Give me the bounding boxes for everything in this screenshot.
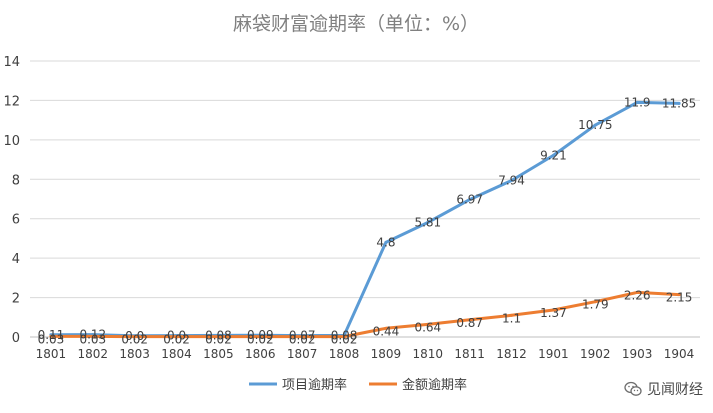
- series-1-point: [426, 220, 430, 224]
- data-label: 0.64: [414, 320, 441, 334]
- data-label: 0.0: [167, 329, 186, 343]
- data-label: 0.02: [247, 333, 274, 347]
- data-label: 6.97: [456, 193, 483, 207]
- watermark: 见闻财经: [624, 379, 703, 399]
- legend-label-1: 项目逾期率: [282, 377, 347, 393]
- data-label: 1.37: [540, 306, 567, 320]
- series-2-point: [175, 335, 179, 339]
- x-tick-label: 1809: [371, 347, 402, 361]
- series-1-point: [551, 153, 555, 157]
- data-label: 0.07: [289, 329, 316, 343]
- data-label: 0.12: [79, 328, 106, 342]
- x-tick-label: 1812: [496, 347, 527, 361]
- data-label: 0.87: [456, 316, 483, 330]
- y-tick-label: 12: [3, 94, 20, 109]
- data-label: 1.79: [582, 298, 609, 312]
- data-label: 0.02: [121, 333, 148, 347]
- data-label: 2.26: [624, 288, 651, 302]
- y-tick-label: 0: [12, 331, 20, 346]
- legend-label-2: 金额逾期率: [402, 377, 467, 393]
- series-1-point: [468, 198, 472, 202]
- series-2-point: [384, 326, 388, 330]
- data-label: 0.44: [373, 324, 400, 338]
- x-tick-label: 1806: [245, 347, 276, 361]
- x-tick-label: 1901: [538, 347, 569, 361]
- series-2-point: [216, 335, 220, 339]
- x-tick-label: 1801: [36, 347, 67, 361]
- data-label: 11.9: [624, 95, 651, 109]
- data-label: 2.15: [666, 291, 693, 305]
- data-label: 0.02: [289, 333, 316, 347]
- watermark-text: 见闻财经: [647, 382, 703, 398]
- data-label: 10.75: [578, 118, 612, 132]
- series-1-point: [510, 178, 514, 182]
- data-label: 1.1: [502, 311, 521, 325]
- y-tick-label: 2: [12, 292, 20, 307]
- data-label: 7.94: [498, 173, 525, 187]
- data-label: 0.02: [163, 333, 190, 347]
- series-2-point: [426, 322, 430, 326]
- data-label: 9.21: [540, 148, 567, 162]
- data-label: 5.81: [414, 215, 441, 229]
- data-label: 0.08: [205, 328, 232, 342]
- series-1-point: [677, 101, 681, 105]
- y-tick-label: 6: [12, 213, 20, 228]
- y-tick-label: 14: [3, 55, 20, 70]
- series-2-point: [635, 290, 639, 294]
- series-1-point: [593, 123, 597, 127]
- data-label: 4.8: [376, 235, 395, 249]
- x-tick-label: 1804: [161, 347, 192, 361]
- series-2-point: [258, 335, 262, 339]
- x-tick-label: 1807: [287, 347, 318, 361]
- series-2-point: [468, 318, 472, 322]
- x-tick-label: 1904: [664, 347, 695, 361]
- data-label: 0.0: [125, 329, 144, 343]
- x-tick-label: 1802: [78, 347, 109, 361]
- data-label: 0.02: [331, 333, 358, 347]
- x-tick-label: 1808: [329, 347, 360, 361]
- series-2-point: [510, 313, 514, 317]
- x-tick-label: 1810: [413, 347, 444, 361]
- data-label: 0.08: [331, 328, 358, 342]
- series-1-point: [635, 100, 639, 104]
- x-tick-label: 1903: [622, 347, 653, 361]
- series-2-point: [300, 335, 304, 339]
- y-tick-label: 8: [12, 173, 20, 188]
- x-tick-label: 1902: [580, 347, 611, 361]
- series-2-point: [551, 308, 555, 312]
- data-label: 0.02: [205, 333, 232, 347]
- series-2-point: [91, 334, 95, 338]
- y-tick-label: 10: [3, 134, 20, 149]
- series-2-point: [49, 334, 53, 338]
- wechat-icon: [624, 381, 642, 396]
- series-1-point: [384, 240, 388, 244]
- chart-title: 麻袋财富逾期率（单位：%）: [233, 13, 479, 35]
- data-label: 0.03: [38, 332, 65, 346]
- x-tick-label: 1805: [203, 347, 234, 361]
- series-2-point: [593, 300, 597, 304]
- series-2-point: [342, 335, 346, 339]
- data-label: 11.85: [662, 96, 696, 110]
- y-tick-label: 4: [12, 252, 20, 267]
- data-label: 0.03: [79, 332, 106, 346]
- data-label: 0.11: [38, 328, 65, 342]
- data-label: 0.09: [247, 328, 274, 342]
- series-line-2: [49, 290, 681, 339]
- x-tick-label: 1811: [454, 347, 485, 361]
- series-2-point: [677, 293, 681, 297]
- x-tick-label: 1803: [119, 347, 150, 361]
- series-2-point: [133, 335, 137, 339]
